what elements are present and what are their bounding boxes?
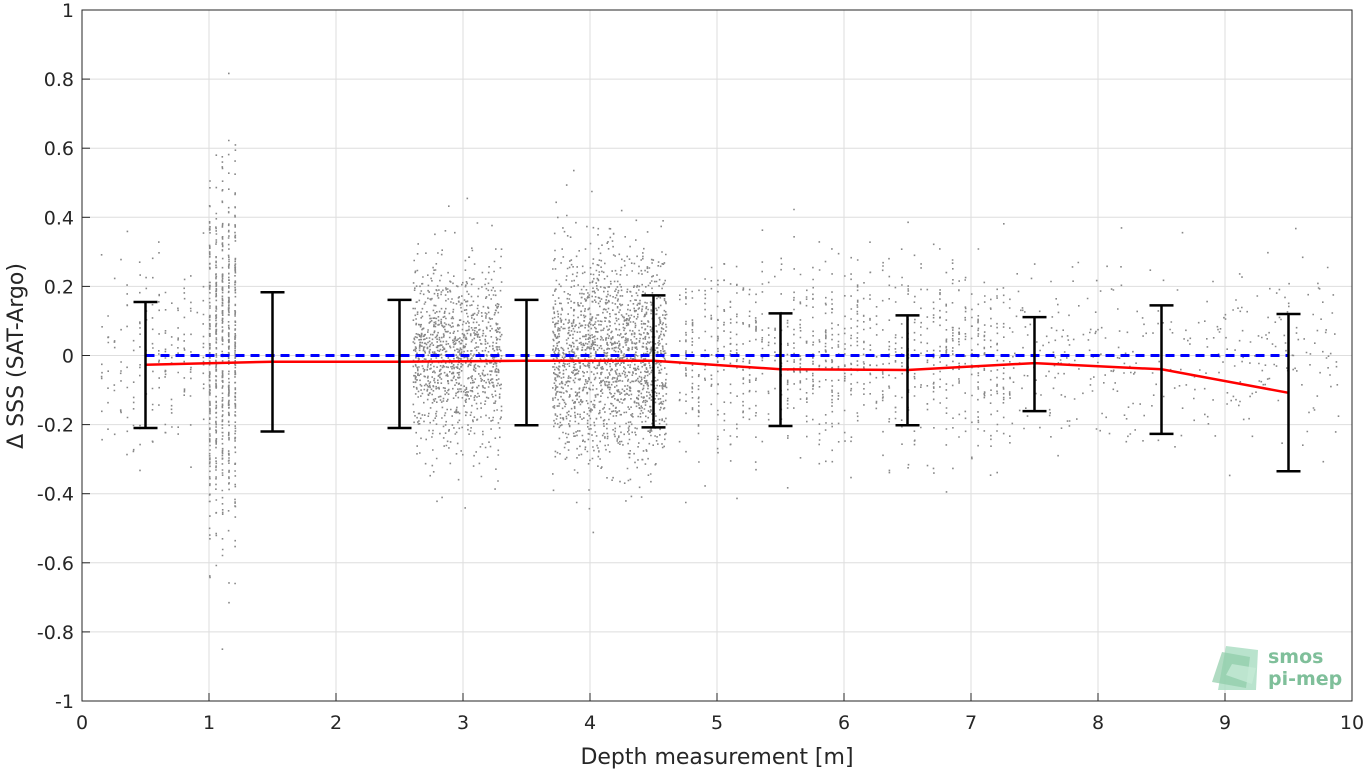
error-bar [387,298,412,430]
mean-bias-line [145,359,1289,395]
error-bar [514,298,539,427]
error-bar [1276,312,1301,473]
error-bar [641,294,666,429]
y-tick-label: 0.2 [44,276,74,298]
x-tick-label: 3 [457,712,469,734]
x-tick-label: 5 [711,712,723,734]
axes-frame [81,9,1353,702]
x-tick-label: 1 [203,712,215,734]
y-tick-label: 0 [62,346,74,368]
y-tick-label: -0.2 [37,415,74,437]
y-tick-label: 1 [62,0,74,22]
x-tick-label: 4 [584,712,596,734]
y-tick-label: 0.8 [44,69,74,91]
x-tick-label: 2 [330,712,342,734]
y-axis-label: Δ SSS (SAT-Argo) [4,263,29,449]
error-bar [768,312,793,428]
x-tick-label: 0 [76,712,88,734]
y-tick-label: -1 [55,691,74,713]
y-tick-label: 0.4 [44,207,74,229]
smos-pi-mep-logo: smos pi-mep [1212,646,1342,690]
error-bar [133,300,158,430]
x-tick-label: 9 [1219,712,1231,734]
y-tick-labels: -1 -0.8 -0.6 -0.4 -0.2 0 0.2 0.4 0.6 0.8 1 [37,0,74,713]
y-tick-label: -0.8 [37,622,74,644]
x-tick-label: 6 [838,712,850,734]
x-tick-labels: 0 1 2 3 4 5 6 7 8 9 10 [76,712,1364,734]
mean-line [145,359,1289,395]
error-bar [1022,315,1047,413]
error-bar [895,314,920,427]
x-axis-label: Depth measurement [m] [580,745,853,770]
error-bar [260,291,285,433]
y-tick-label: 0.6 [44,138,74,160]
y-tick-label: -0.4 [37,484,74,506]
error-bars [133,291,1301,473]
watermark-line2: pi-mep [1268,668,1342,690]
x-tick-label: 8 [1092,712,1104,734]
x-tick-label: 7 [965,712,977,734]
error-bar [1149,304,1174,436]
y-tick-label: -0.6 [37,553,74,575]
watermark-line1: smos [1268,646,1323,668]
x-tick-label: 10 [1340,712,1364,734]
